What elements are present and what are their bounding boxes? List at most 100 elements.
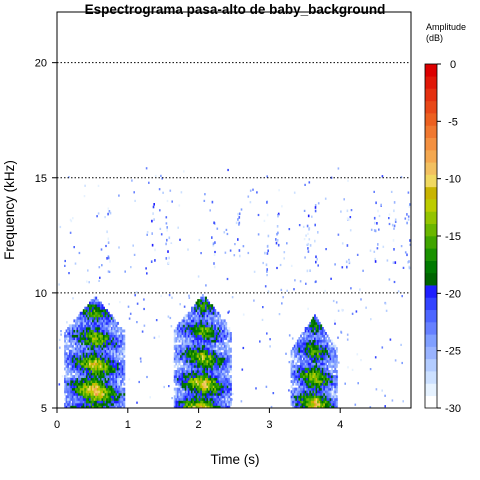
spectrogram-cell	[229, 367, 232, 371]
spectrogram-cell	[324, 352, 327, 356]
spectrogram-cell	[226, 367, 229, 371]
spectrogram-cell	[197, 367, 200, 371]
spectrogram-cell	[117, 349, 119, 353]
spectrogram-cell	[112, 324, 115, 328]
spectrogram-cell	[194, 400, 197, 404]
spectrogram-cell	[203, 385, 206, 389]
spectrogram-cell	[76, 362, 79, 366]
spectrogram-cell	[206, 344, 209, 348]
spectrogram-cell	[99, 342, 102, 346]
spectrogram-cell	[184, 319, 187, 323]
spectrogram-cell	[300, 385, 302, 389]
spectrogram-cell	[296, 395, 299, 399]
spectrogram-cell	[85, 324, 88, 328]
spectrogram-cell	[183, 359, 186, 363]
spectrogram-cell	[120, 362, 123, 366]
spectrogram-cell	[312, 367, 315, 371]
spectrogram-cell	[79, 370, 82, 373]
spectrogram-cell	[332, 375, 335, 379]
spectrogram-cell	[104, 357, 107, 361]
spectrogram-cell	[303, 238, 306, 241]
spectrogram-cell	[324, 372, 327, 376]
spectrogram-cell	[315, 380, 318, 384]
spectrogram-cell	[222, 364, 225, 368]
spectrogram-cell	[324, 197, 327, 200]
spectrogram-cell	[323, 382, 326, 386]
spectrogram-cell	[310, 332, 313, 335]
spectrogram-cell	[309, 395, 312, 399]
spectrogram-cell	[197, 370, 200, 373]
spectrogram-cell	[79, 337, 82, 341]
spectrogram-cell	[217, 332, 220, 335]
spectrogram-cell	[295, 397, 298, 401]
spectrogram-cell	[117, 339, 119, 343]
spectrogram-cell	[222, 334, 225, 338]
spectrogram-cell	[200, 354, 203, 358]
spectrogram-cell	[120, 372, 123, 376]
spectrogram-cell	[99, 377, 102, 381]
spectrogram-cell	[315, 385, 318, 389]
spectrogram-cell	[191, 354, 193, 358]
spectrogram-cell	[324, 397, 327, 401]
spectrogram-cell	[75, 380, 77, 384]
spectrogram-cell	[247, 195, 250, 198]
spectrogram-cell	[82, 344, 85, 348]
spectrogram-cell	[104, 321, 107, 325]
spectrogram-cell	[312, 332, 315, 335]
spectrogram-cell	[76, 316, 79, 320]
spectrogram-cell	[187, 367, 190, 371]
spectrogram-cell	[197, 311, 200, 315]
spectrogram-cell	[306, 364, 309, 368]
spectrogram-cell	[203, 299, 206, 303]
spectrogram-cell	[312, 370, 315, 373]
spectrogram-cell	[85, 395, 88, 399]
spectrogram-cell	[189, 347, 192, 351]
spectrogram-cell	[205, 402, 207, 406]
spectrogram-cell	[312, 344, 315, 348]
spectrogram-cell	[326, 367, 329, 371]
spectrogram-cell	[391, 399, 394, 402]
spectrogram-cell	[200, 306, 203, 310]
spectrogram-cell	[152, 205, 155, 209]
spectrogram-cell	[81, 392, 84, 396]
spectrogram-cell	[176, 405, 179, 408]
spectrogram-cell	[98, 402, 101, 406]
spectrogram-cell	[205, 385, 207, 389]
spectrogram-cell	[189, 319, 192, 323]
spectrogram-cell	[206, 397, 209, 401]
spectrogram-cell	[176, 375, 179, 379]
spectrogram-cell	[98, 311, 101, 315]
spectrogram-cell	[187, 332, 190, 335]
spectrogram-cell	[314, 332, 316, 335]
spectrogram-cell	[223, 372, 226, 376]
spectrogram-cell	[290, 375, 293, 379]
spectrogram-cell	[85, 370, 88, 373]
spectrogram-cell	[321, 327, 324, 330]
spectrogram-cell	[300, 364, 302, 368]
spectrogram-cell	[198, 339, 201, 343]
spectrogram-cell	[197, 359, 200, 363]
spectrogram-cell	[264, 251, 266, 255]
spectrogram-cell	[84, 367, 87, 371]
spectrogram-cell	[103, 324, 105, 328]
spectrogram-cell	[326, 372, 329, 376]
spectrogram-cell	[303, 370, 306, 373]
spectrogram-cell	[400, 176, 403, 179]
spectrogram-cell	[82, 332, 85, 335]
spectrogram-cell	[198, 344, 201, 348]
spectrogram-cell	[176, 334, 179, 338]
spectrogram-cell	[184, 327, 187, 330]
spectrogram-cell	[321, 402, 324, 406]
spectrogram-cell	[301, 380, 304, 384]
spectrogram-cell	[92, 359, 95, 363]
spectrogram-cell	[209, 395, 212, 399]
spectrogram-cell	[75, 387, 77, 391]
spectrogram-cell	[186, 339, 189, 343]
spectrogram-cell	[82, 402, 85, 406]
spectrogram-cell	[73, 397, 76, 401]
spectrogram-cell	[326, 342, 329, 346]
spectrogram-cell	[192, 397, 195, 401]
colorbar-swatch	[425, 199, 437, 212]
spectrogram-cell	[317, 370, 320, 373]
spectrogram-cell	[315, 280, 317, 283]
